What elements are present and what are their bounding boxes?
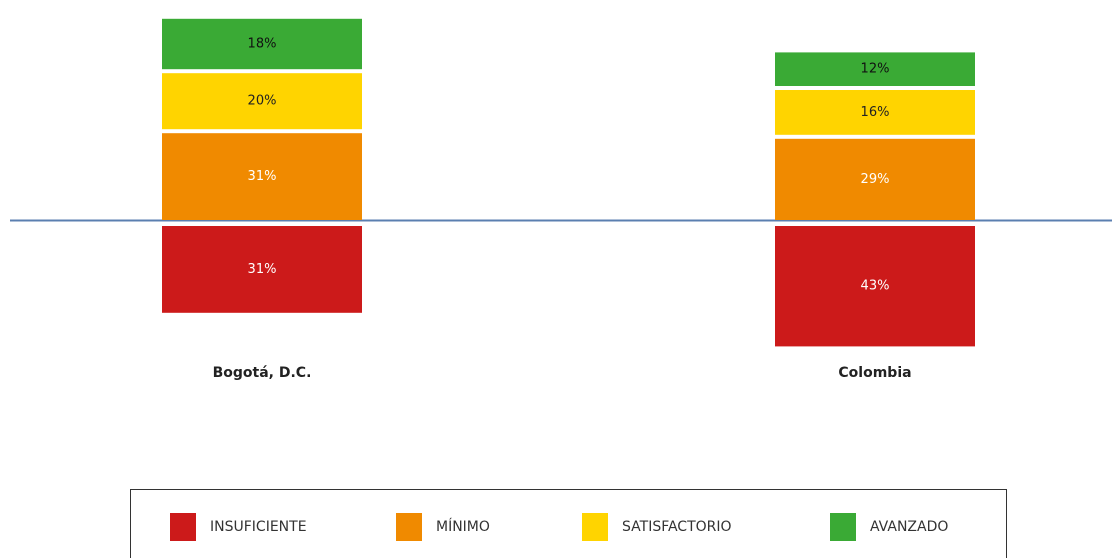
category-label: Colombia <box>838 365 911 381</box>
legend-swatch <box>582 513 608 541</box>
value-label: 29% <box>861 172 890 187</box>
value-label: 43% <box>861 279 890 294</box>
legend-label: AVANZADO <box>870 519 948 535</box>
value-label: 20% <box>248 94 277 109</box>
bar-segment <box>775 226 975 347</box>
value-label: 31% <box>248 169 277 184</box>
bar-segment <box>162 73 362 130</box>
legend-swatch <box>830 513 856 541</box>
bar-segment <box>162 226 362 313</box>
value-label: 16% <box>861 105 890 120</box>
bar-segment <box>775 138 975 220</box>
legend-swatch <box>170 513 196 541</box>
legend-swatch <box>396 513 422 541</box>
legend-label: SATISFACTORIO <box>622 519 732 535</box>
value-label: 12% <box>861 62 890 77</box>
legend-box <box>130 489 1007 558</box>
value-label: 31% <box>248 262 277 277</box>
bar-segment <box>775 52 975 86</box>
legend-label: MÍNIMO <box>436 518 490 535</box>
legend-label: INSUFICIENTE <box>210 519 307 535</box>
bar-segment <box>775 90 975 135</box>
value-label: 18% <box>248 37 277 52</box>
bar-segment <box>162 133 362 220</box>
bar-segment <box>162 18 362 70</box>
category-label: Bogotá, D.C. <box>213 365 312 381</box>
